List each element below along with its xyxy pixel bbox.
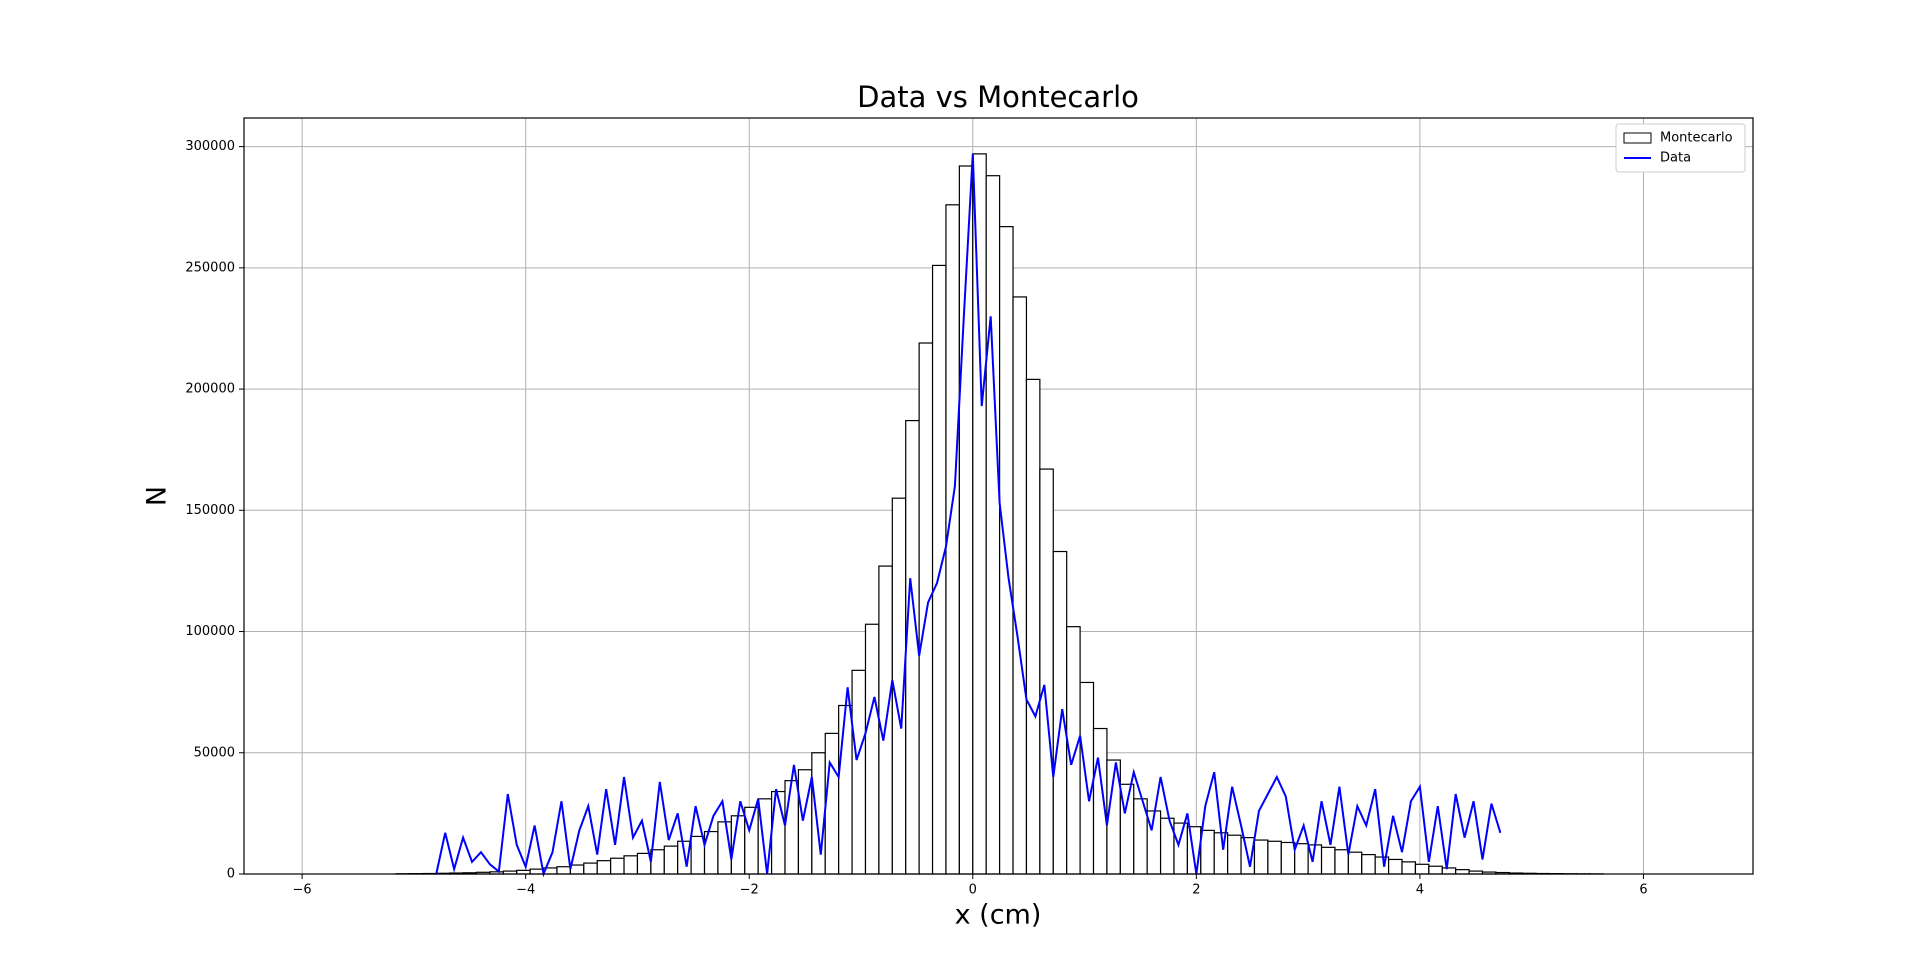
histogram-bar bbox=[1267, 840, 1282, 875]
histogram-bar bbox=[1227, 834, 1242, 875]
histogram-bar bbox=[784, 780, 800, 875]
y-tick-label: 250000 bbox=[185, 260, 235, 275]
histogram-bar bbox=[811, 752, 826, 875]
histogram-bar bbox=[583, 862, 598, 875]
histogram-bar bbox=[1200, 829, 1215, 875]
plot-frame bbox=[243, 117, 1754, 875]
y-tick-label: 50000 bbox=[194, 745, 235, 760]
histogram-bar bbox=[1361, 854, 1376, 875]
histogram-bar bbox=[851, 669, 867, 875]
histogram-bar bbox=[1280, 841, 1296, 875]
histogram-bar bbox=[610, 857, 625, 875]
x-tick-label: −6 bbox=[293, 883, 312, 898]
y-axis-label: N bbox=[142, 486, 173, 506]
histogram-bar bbox=[1320, 846, 1336, 875]
data-line bbox=[435, 153, 1502, 878]
y-tick-label: 0 bbox=[227, 867, 235, 882]
histogram-bar bbox=[1092, 727, 1108, 875]
histogram-bar bbox=[1173, 822, 1189, 875]
histogram-bar bbox=[663, 845, 679, 875]
histogram-bar bbox=[864, 623, 880, 875]
x-tick-label: 6 bbox=[1639, 883, 1647, 898]
histogram-bar bbox=[1334, 849, 1349, 875]
legend-label: Montecarlo bbox=[1660, 131, 1733, 146]
y-tick-label: 200000 bbox=[185, 382, 235, 397]
legend-label: Data bbox=[1660, 151, 1691, 166]
histogram-bar bbox=[1253, 839, 1269, 875]
x-tick-label: 0 bbox=[969, 883, 977, 898]
histogram-bar bbox=[690, 835, 706, 875]
histogram-bar bbox=[918, 342, 934, 875]
histogram-bar bbox=[1428, 865, 1443, 875]
histogram-bar bbox=[931, 264, 947, 875]
histogram-bar bbox=[838, 704, 853, 875]
y-tick-label: 100000 bbox=[185, 624, 235, 639]
histogram-bar bbox=[1374, 856, 1390, 875]
histogram-bar bbox=[529, 868, 545, 875]
histogram-bar bbox=[556, 866, 571, 875]
histogram-bar bbox=[569, 864, 585, 875]
histogram-bar bbox=[1441, 867, 1457, 875]
x-tick-label: −4 bbox=[516, 883, 535, 898]
x-tick-label: −2 bbox=[740, 883, 759, 898]
histogram-bar bbox=[824, 732, 840, 875]
histogram-bar bbox=[1039, 468, 1054, 875]
histogram-bar bbox=[1012, 296, 1028, 875]
histogram-bar bbox=[650, 849, 665, 875]
histogram-bar bbox=[1455, 869, 1470, 875]
histogram-bar bbox=[905, 419, 920, 875]
chart-title: Data vs Montecarlo bbox=[857, 80, 1139, 114]
y-tick-label: 300000 bbox=[185, 139, 235, 154]
histogram-bar bbox=[1388, 858, 1403, 875]
histogram-bar bbox=[744, 806, 759, 875]
histogram-bar bbox=[985, 175, 1001, 875]
histogram-bar bbox=[1052, 550, 1068, 875]
histogram-bar bbox=[596, 860, 612, 875]
y-tick-label: 150000 bbox=[185, 503, 235, 518]
histogram-bar bbox=[1414, 863, 1430, 875]
histogram-bar bbox=[1347, 851, 1363, 875]
legend-swatch bbox=[1623, 132, 1652, 144]
histogram-bar bbox=[1401, 861, 1417, 875]
histogram-bar bbox=[1025, 378, 1041, 875]
histogram-bar bbox=[1294, 843, 1309, 875]
x-tick-label: 4 bbox=[1416, 883, 1424, 898]
histogram-bar bbox=[623, 855, 639, 875]
x-tick-label: 2 bbox=[1192, 883, 1200, 898]
histogram-bar bbox=[972, 153, 987, 875]
histogram-bar bbox=[999, 226, 1014, 875]
x-axis-label: x (cm) bbox=[955, 900, 1042, 931]
